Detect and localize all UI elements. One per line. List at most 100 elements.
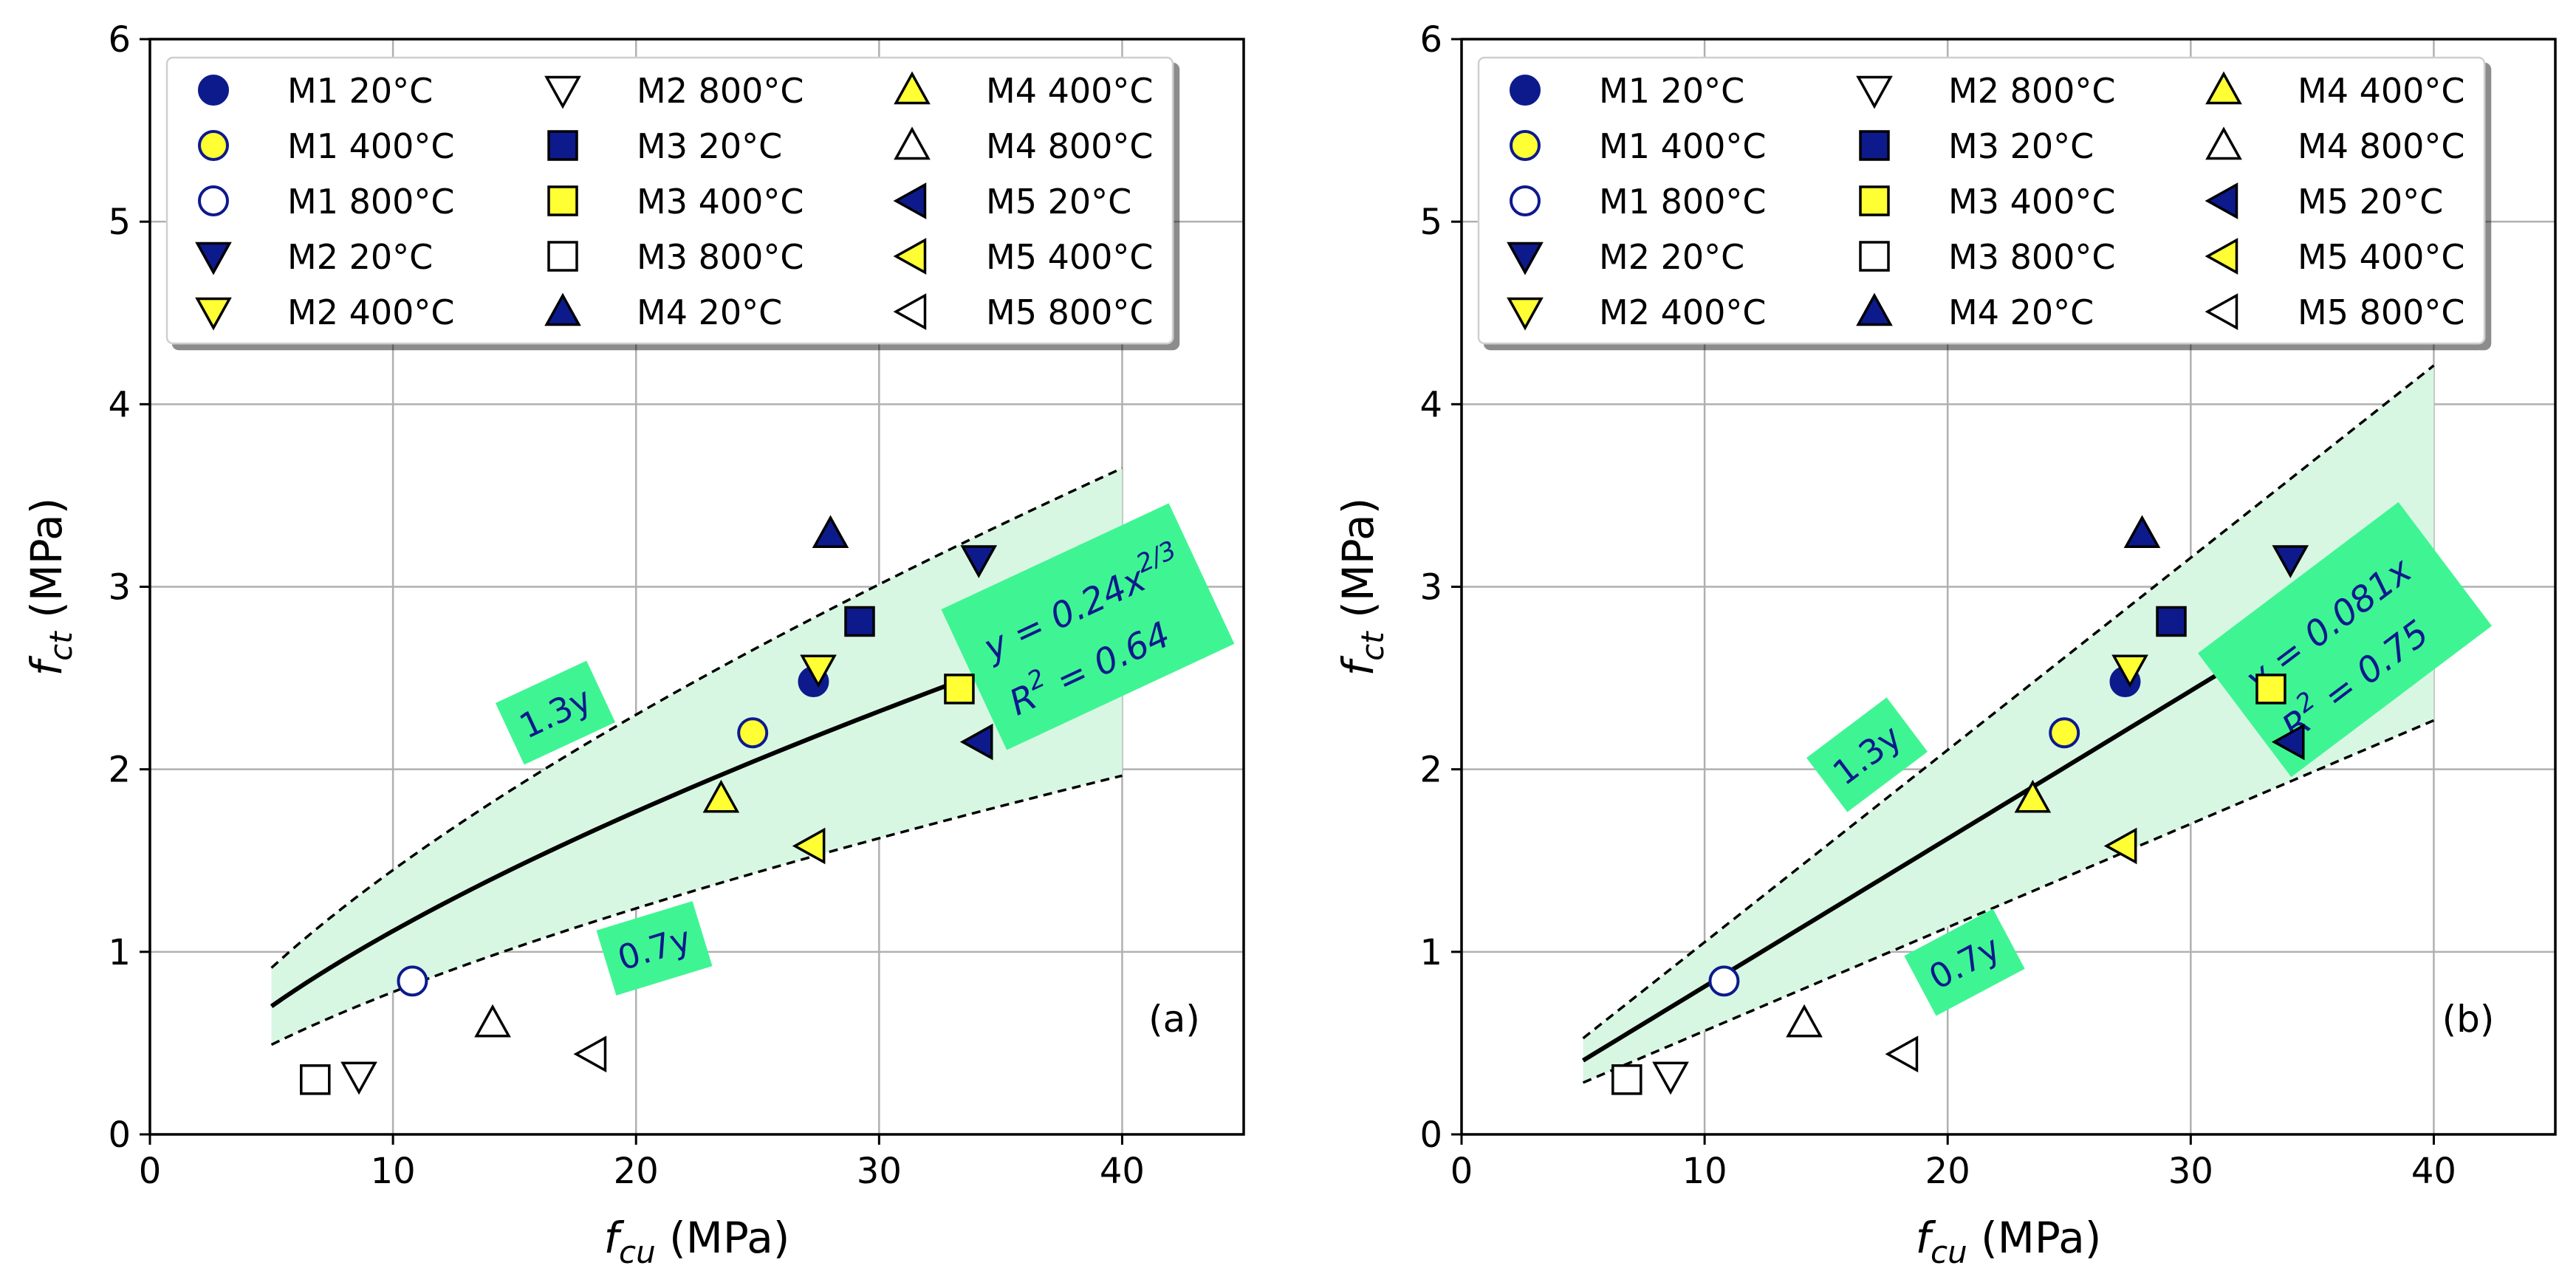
legend-label: M4 20°C [1948,292,2094,332]
legend-marker [1859,185,1890,216]
legend-item: M3 20°C [547,126,782,166]
legend-item: M5 20°C [2205,182,2443,222]
legend-marker [547,130,578,161]
legend-item: M2 20°C [195,237,433,277]
legend-marker [2205,126,2242,160]
legend: M1 20°C M1 400°C M1 800°C M2 20°C M2 400°C M2… [1477,56,2486,345]
data-point [397,965,428,997]
legend-item: M5 20°C [893,182,1131,222]
y-axis-label: fct (MPa) [1333,498,1391,676]
data-point [959,723,993,761]
data-point [2014,779,2052,813]
y-tick-label: 0 [1419,1114,1442,1156]
data-point [702,779,740,813]
legend-label: M4 800°C [986,126,1154,166]
legend-label: M1 400°C [287,126,455,166]
upper-band-label-box [495,660,616,765]
legend-marker [2205,293,2238,330]
data-point [1786,1004,1823,1038]
legend-item: M4 20°C [544,292,782,332]
legend-marker [1507,242,1544,275]
x-tick-label: 40 [2411,1151,2456,1192]
fit-line [1581,635,2280,1063]
legend-item: M5 400°C [2205,237,2465,277]
fit-equation-box [2198,501,2492,778]
legend-item: M2 800°C [544,71,804,111]
data-point [474,1004,511,1038]
y-tick-label: 4 [108,384,131,425]
legend-item: M5 800°C [893,292,1154,332]
lower-bound-line [1582,719,2435,1084]
x-tick-label: 10 [371,1151,416,1192]
panel-label: (a) [1148,998,1200,1041]
upper-bound-line [1582,364,2435,1040]
lower-band-label: 0.7y [1904,908,2025,1016]
data-point [300,1064,331,1095]
panel-label: (b) [2442,998,2495,1041]
fit-line [270,668,990,1009]
legend-item: M4 800°C [2205,126,2465,166]
data-point [2271,723,2305,761]
legend-marker [1856,292,1893,326]
legend-item: M4 20°C [1856,292,2094,332]
legend-label: M5 20°C [986,182,1131,222]
data-point [1885,1035,1919,1073]
legend-label: M5 800°C [2298,292,2465,332]
y-tick-label: 0 [108,1114,131,1156]
legend-label: M2 20°C [1599,237,1744,277]
legend-marker [1510,185,1541,216]
data-point [2103,827,2137,865]
y-tick-label: 3 [1419,567,1442,609]
upper-band-label-box [1806,697,1928,812]
data-point [960,545,998,578]
legend-label: M3 800°C [637,237,804,277]
legend-marker [2205,182,2238,219]
y-tick-label: 4 [1419,384,1442,425]
legend-item: M1 800°C [198,182,455,222]
x-tick-label: 30 [857,1151,902,1192]
lower-band-label-box [1904,908,2025,1016]
data-point [2156,606,2187,637]
legend-item: M1 20°C [1510,71,1744,111]
legend-item: M2 800°C [1856,71,2116,111]
legend-item: M1 400°C [1510,126,1767,166]
data-point [1708,965,1740,997]
legend-label: M3 20°C [637,126,782,166]
legend-item: M3 800°C [547,237,804,277]
y-tick-label: 1 [108,932,131,973]
legend-label: M3 800°C [1948,237,2116,277]
legend-marker [2205,71,2242,105]
legend-item: M5 800°C [2205,292,2465,332]
legend-marker [1510,75,1541,106]
legend-marker [1856,75,1893,109]
legend-label: M1 800°C [287,182,455,222]
legend-marker [894,126,931,160]
x-tick-label: 20 [614,1151,659,1192]
upper-bound-line [270,467,1123,969]
legend-marker [1507,297,1544,331]
upper-band-label: 1.3y [495,660,616,765]
data-point [2255,674,2286,705]
legend-item: M4 400°C [2205,71,2465,111]
x-tick-label: 0 [1450,1151,1473,1192]
data-point [844,606,875,637]
legend-label: M4 400°C [986,71,1154,111]
legend-item: M2 400°C [195,292,455,332]
legend-label: M2 400°C [287,292,455,332]
data-point [2123,515,2161,549]
x-axis-label: fcu (MPa) [604,1213,790,1270]
y-tick-label: 6 [1419,19,1442,61]
data-point [944,674,975,705]
legend-label: M4 800°C [2298,126,2465,166]
legend-label: M1 20°C [1599,71,1744,111]
legend-marker [198,185,229,216]
y-tick-label: 5 [108,202,131,243]
legend-marker [547,241,578,272]
legend-marker [544,292,581,326]
legend-label: M3 20°C [1948,126,2094,166]
x-tick-label: 30 [2168,1151,2213,1192]
legend-label: M1 20°C [287,71,433,111]
legend-label: M2 20°C [287,237,433,277]
